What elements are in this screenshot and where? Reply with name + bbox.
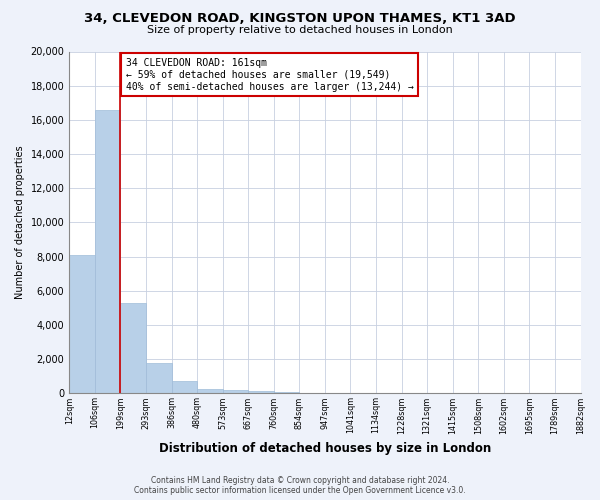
Bar: [274, 392, 299, 394]
Text: 34, CLEVEDON ROAD, KINGSTON UPON THAMES, KT1 3AD: 34, CLEVEDON ROAD, KINGSTON UPON THAMES,…: [84, 12, 516, 26]
Bar: [95, 110, 121, 394]
X-axis label: Distribution of detached houses by size in London: Distribution of detached houses by size …: [159, 442, 491, 455]
Bar: [146, 362, 172, 394]
Bar: [121, 303, 146, 394]
Text: Contains HM Land Registry data © Crown copyright and database right 2024.
Contai: Contains HM Land Registry data © Crown c…: [134, 476, 466, 495]
Bar: [223, 390, 248, 394]
Text: Size of property relative to detached houses in London: Size of property relative to detached ho…: [147, 25, 453, 35]
Y-axis label: Number of detached properties: Number of detached properties: [15, 146, 25, 300]
Text: 34 CLEVEDON ROAD: 161sqm
← 59% of detached houses are smaller (19,549)
40% of se: 34 CLEVEDON ROAD: 161sqm ← 59% of detach…: [125, 58, 413, 92]
Bar: [197, 388, 223, 394]
Bar: [248, 391, 274, 394]
Bar: [69, 255, 95, 394]
Bar: [172, 380, 197, 394]
